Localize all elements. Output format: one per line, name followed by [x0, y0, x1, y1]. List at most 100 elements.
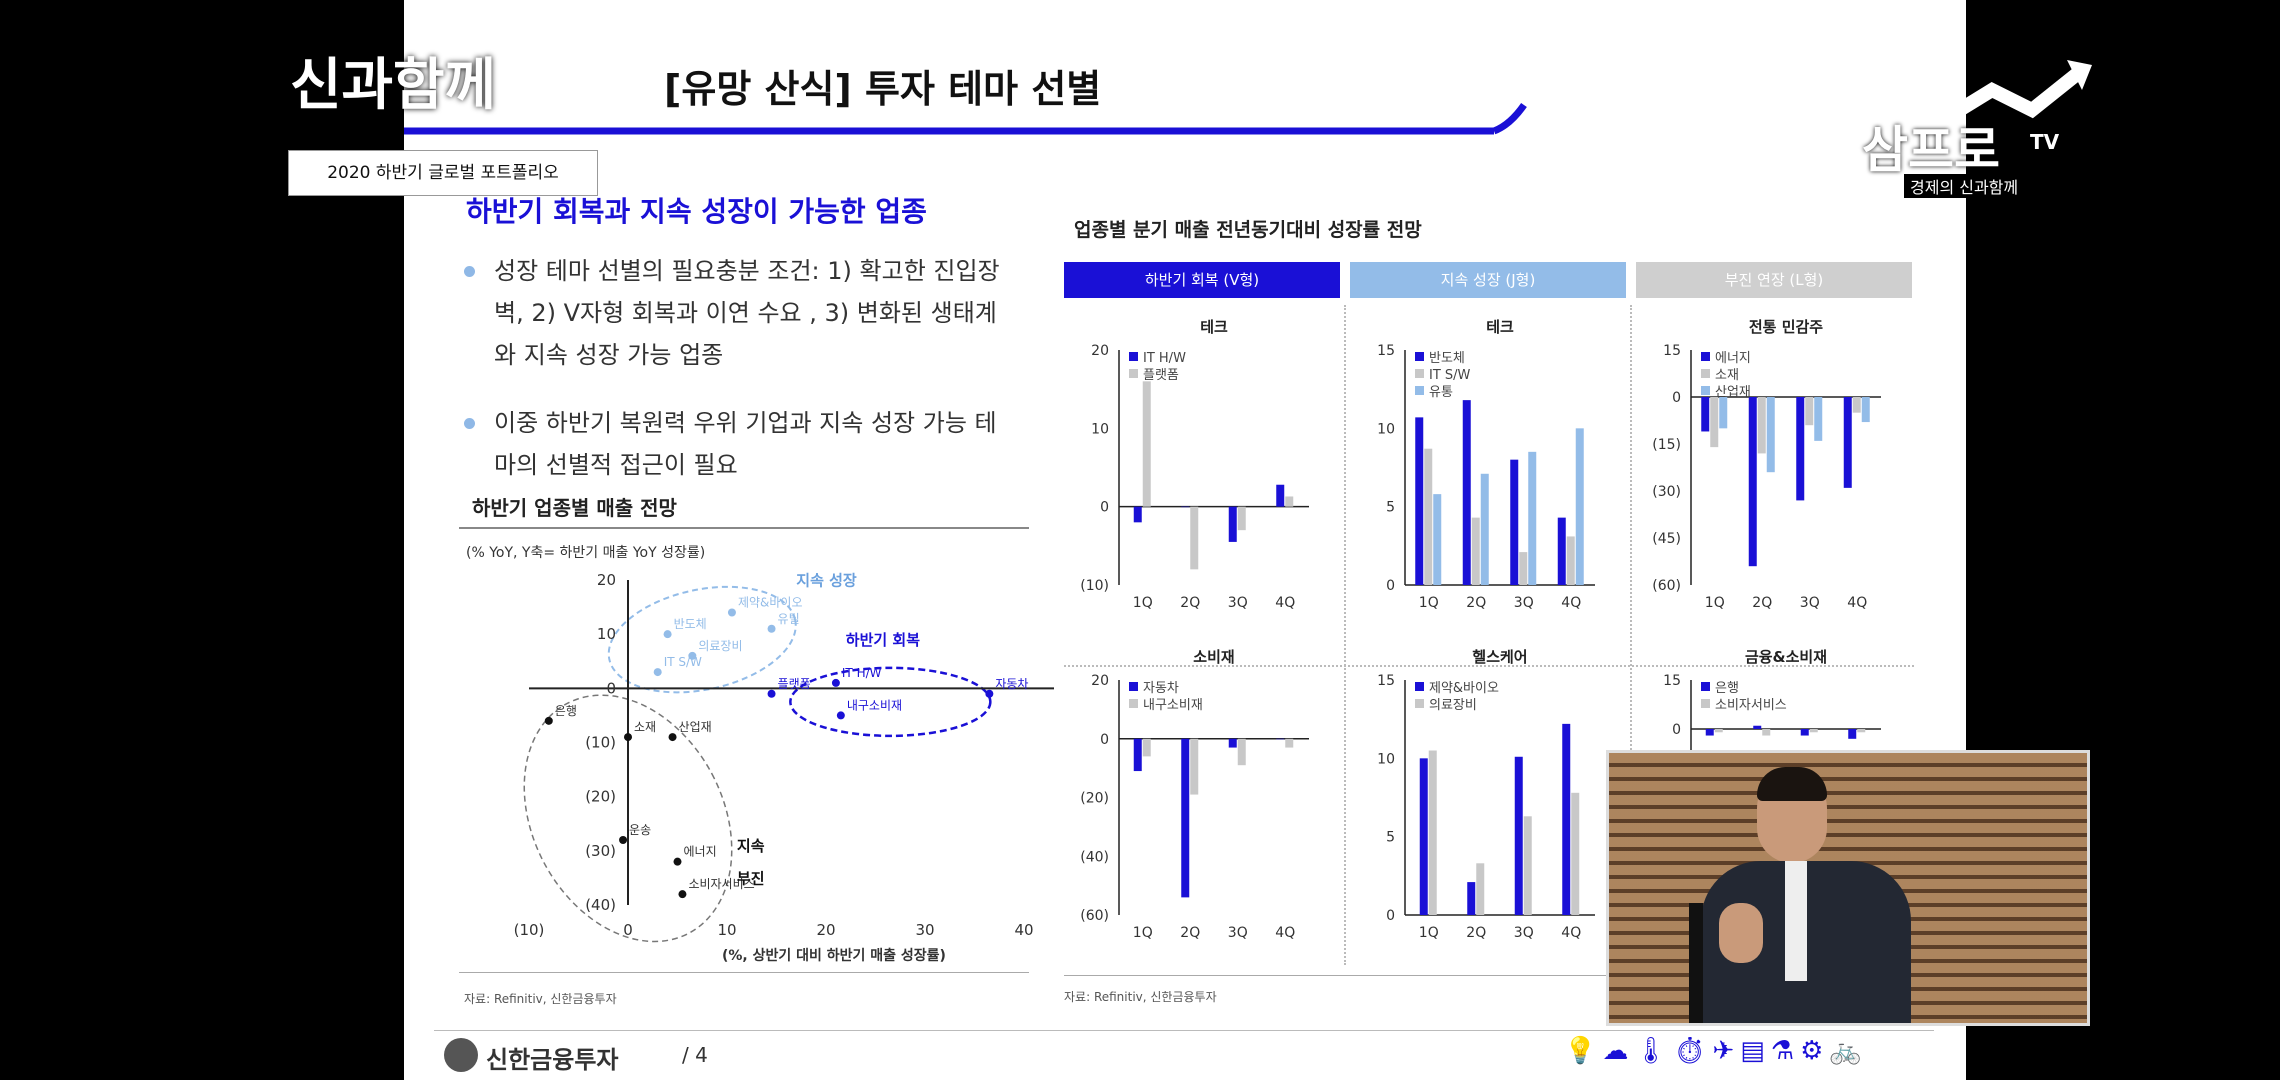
scatter-point-label: 자동차	[995, 677, 1028, 691]
weak-group-ellipse	[523, 694, 733, 943]
tab-l-weak: 부진 연장 (L형)	[1636, 262, 1912, 298]
legend-swatch	[1701, 386, 1710, 395]
footer-icons: 💡☁🌡⏱✈▤⚗⚙🚲	[1564, 1036, 1868, 1066]
bar	[1228, 738, 1237, 748]
y-tick-label: (30)	[1652, 484, 1681, 500]
legend-label: 소비자서비스	[1715, 698, 1787, 713]
bar	[1190, 738, 1199, 795]
x-tick-label: 2Q	[1752, 595, 1772, 611]
arrow-icon	[1858, 60, 2092, 176]
group-label-recover: 하반기 회복	[846, 631, 920, 649]
y-tick-label: 10	[1091, 421, 1109, 437]
footer-page: / 4	[682, 1043, 708, 1067]
y-tick-label: (15)	[1652, 437, 1681, 453]
footer-line	[434, 1030, 1934, 1031]
bar	[1428, 750, 1437, 915]
scatter-point	[663, 630, 672, 639]
legend-swatch	[1129, 699, 1138, 708]
bar	[1480, 473, 1489, 585]
group-label-sustain: 지속 성장	[796, 571, 857, 589]
tab-j-growth: 지속 성장 (J형)	[1350, 262, 1626, 298]
bar	[1190, 506, 1199, 570]
panel-title: 금융&소비재	[1745, 648, 1827, 666]
divider	[1064, 665, 1914, 667]
legend-label: 소재	[1715, 368, 1739, 383]
scatter-point-label: IT S/W	[664, 655, 702, 669]
bar-chart-panel: 테크 15 10 5 0 1Q 2Q 3Q 4Q 반도체 IT S/W 유통	[1377, 318, 1595, 611]
y-tick-label: 15	[1663, 673, 1681, 689]
legend-label: IT S/W	[1429, 368, 1471, 383]
y-tick-label: 5	[1386, 830, 1395, 846]
y-tick-label: 0	[606, 679, 616, 697]
y-tick-label: 5	[1386, 500, 1395, 516]
scatter-chart: (10) 0 10 20 30 40 20 10 0 (10) (20) (30) (40) 제약&바이오…	[514, 571, 1054, 943]
x-tick-label: 4Q	[1561, 595, 1581, 611]
scatter-point-label: 운송	[629, 823, 651, 837]
y-tick-label: 20	[1091, 673, 1109, 689]
airplane-icon: ✈	[1712, 1036, 1741, 1066]
scatter-point	[653, 668, 662, 677]
y-tick-label: 15	[1377, 673, 1395, 689]
x-tick-label: 40	[1014, 921, 1033, 939]
y-tick-label: 0	[1386, 578, 1395, 594]
scatter-point	[831, 678, 840, 687]
cloud-icon: ☁	[1602, 1036, 1635, 1066]
panel-title: 헬스케어	[1472, 648, 1527, 666]
bar	[1701, 397, 1710, 432]
y-tick-label: 0	[1386, 908, 1395, 924]
scatter-point-label: 내구소비재	[847, 698, 902, 712]
lightbulb-icon: 💡	[1564, 1036, 1603, 1066]
bar	[1719, 397, 1728, 429]
scatter-point	[767, 624, 776, 633]
clock-icon: ⏱	[1673, 1036, 1713, 1066]
y-tick-label: 10	[1377, 421, 1395, 437]
right-chart-title: 업종별 분기 매출 전년동기대비 성장률 전망	[1074, 219, 1422, 241]
legend-swatch	[1701, 369, 1710, 378]
divider	[459, 527, 1029, 529]
x-tick-label: 1Q	[1705, 595, 1725, 611]
bar	[1237, 738, 1246, 766]
bar	[1419, 758, 1428, 915]
bar	[1766, 397, 1775, 473]
panel-title: 테크	[1486, 318, 1514, 336]
sustain-group-ellipse	[607, 585, 797, 694]
legend-swatch	[1415, 369, 1424, 378]
show-logo-left: 신과함께	[290, 53, 497, 118]
bar	[1710, 397, 1719, 448]
y-tick-label: 15	[1663, 343, 1681, 359]
y-tick-label: 0	[1100, 732, 1109, 748]
bar	[1471, 517, 1480, 585]
bar	[1796, 397, 1805, 501]
tab-v-recovery: 하반기 회복 (V형)	[1064, 262, 1340, 298]
x-tick-label: 20	[816, 921, 835, 939]
bar	[1415, 417, 1424, 585]
bar	[1571, 792, 1580, 915]
legend-label: 반도체	[1429, 351, 1465, 366]
bar	[1133, 738, 1142, 772]
bar	[1809, 729, 1818, 733]
bar	[1519, 552, 1528, 585]
presentation-slide: [유망 산식] 투자 테마 선별 하반기 회복과 지속 성장이 가능한 업종 성…	[404, 0, 1966, 1080]
legend-swatch	[1415, 386, 1424, 395]
scatter-unit: (% YoY, Y축= 하반기 매출 YoY 성장률)	[466, 545, 706, 561]
x-tick-label: 1Q	[1133, 595, 1153, 611]
presenter-hair	[1757, 767, 1827, 801]
gear-icon: ⚙	[1800, 1036, 1830, 1066]
group-label-weak: 부진	[737, 869, 765, 887]
legend-swatch	[1415, 699, 1424, 708]
y-tick-label: (60)	[1080, 908, 1109, 924]
show-logo-right: 삼프로 TV 경제의 신과함께	[1852, 50, 2102, 220]
legend-label: 산업재	[1715, 385, 1751, 400]
bar	[1566, 536, 1575, 585]
bar	[1857, 729, 1866, 733]
bar	[1433, 494, 1442, 585]
bar	[1133, 506, 1142, 523]
x-tick-label: 4Q	[1275, 925, 1295, 941]
bar	[1848, 729, 1857, 739]
bar	[1476, 863, 1485, 915]
legend-swatch	[1701, 352, 1710, 361]
bar	[1276, 484, 1285, 507]
bar	[1557, 517, 1566, 585]
scatter-point	[688, 651, 697, 660]
